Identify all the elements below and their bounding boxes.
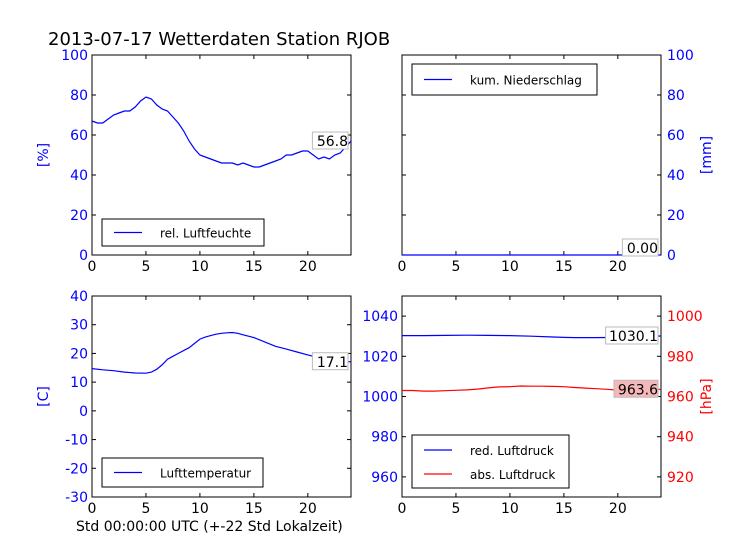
y-tick-label: 10 [70,375,88,391]
legend-box [411,434,570,489]
y-tick-label-right: 980 [667,349,694,365]
value-annotation: 1030.1 [609,329,658,345]
value-annotation-box [311,352,349,371]
y-tick-label: 20 [70,208,88,224]
value-annotation: 56.8 [317,134,348,150]
y-tick-label: 1000 [362,390,398,406]
x-tick-label: 0 [88,501,97,517]
y-tick-label: 100 [61,48,88,64]
x-tick-label: 5 [141,501,150,517]
legend-label: red. Luftdruck [470,444,554,458]
y-tick-label: 40 [667,168,685,184]
value-annotation: 0.00 [627,241,658,257]
y-tick-label: -10 [65,433,88,449]
x-tick-label: 5 [451,501,460,517]
legend-label: rel. Luftfeuchte [160,227,251,241]
legend-label: kum. Niederschlag [470,74,582,88]
y-tick-label-right: 1000 [667,309,703,325]
x-tick-label: 10 [191,259,209,275]
x-tick-label: 15 [245,259,263,275]
value-annotation-box [605,326,659,345]
y-axis-label: [hPa] [699,378,715,414]
y-tick-label: 20 [70,346,88,362]
y-tick-label-right: 940 [667,430,694,446]
x-tick-label: 5 [141,259,150,275]
x-tick-label: 0 [88,259,97,275]
x-tick-label: 20 [609,501,627,517]
x-tick-label: 5 [451,259,460,275]
y-tick-label: 100 [667,48,694,64]
y-tick-label: -20 [65,461,88,477]
value-annotation: 17.1 [317,355,348,371]
legend-label: Lufttemperatur [160,467,251,481]
y-tick-label: 40 [70,289,88,305]
x-tick-label: 20 [609,259,627,275]
panel-precipitation: 0 5 10 15 20 0 20 40 60 80 100 [mm] 0.00 kum. Nieders… [398,48,715,275]
y-tick-label: 40 [70,168,88,184]
x-tick-label: 10 [191,501,209,517]
series-line [91,96,352,168]
y-axis-label: [C] [36,386,52,407]
value-annotation-box [621,238,659,257]
panel-pressure: 0 5 10 15 20 960 980 1000 1020 1040 920 940 960 980 10… [362,295,715,517]
y-tick-label: -30 [65,490,88,506]
value-annotation-box [613,379,659,398]
x-tick-label: 15 [555,259,573,275]
value-annotation-box [311,131,349,150]
y-tick-label: 0 [79,404,88,420]
y-axis-label: [mm] [699,136,715,174]
legend-label: abs. Luftdruck [470,468,555,482]
y-tick-label: 960 [371,470,398,486]
x-tick-label: 15 [555,501,573,517]
figure-title: 2013-07-17 Wetterdaten Station RJOB [48,29,390,50]
y-tick-label: 60 [70,128,88,144]
panel-humidity: 0 5 10 15 20 0 20 40 60 80 100 [%] 56.8 rel. Luftfeuc… [36,48,352,275]
x-tick-label: 10 [501,501,519,517]
value-annotation: 963.6 [618,382,658,398]
y-tick-label-right: 960 [667,390,694,406]
y-tick-label: 20 [667,208,685,224]
panel-temperature: 0 5 10 15 20 -30 -20 -10 0 10 20 30 40 [C] 17.1 Lufttem… [36,289,352,517]
x-tick-label: 10 [501,259,519,275]
x-tick-label: 20 [299,501,317,517]
x-tick-label: 15 [245,501,263,517]
y-tick-label: 60 [667,128,685,144]
y-tick-label: 1040 [362,309,398,325]
y-tick-label: 980 [371,430,398,446]
y-tick-label-right: 920 [667,470,694,486]
y-tick-label: 0 [667,248,676,264]
x-tick-label: 0 [398,259,407,275]
series-line [91,331,352,374]
x-tick-label: 0 [398,501,407,517]
y-tick-label: 30 [70,318,88,334]
x-tick-label: 20 [299,259,317,275]
y-tick-label: 80 [70,88,88,104]
y-tick-label: 1020 [362,349,398,365]
y-axis-label: [%] [36,143,52,167]
x-axis-label: Std 00:00:00 UTC (+-22 Std Lokalzeit) [76,519,343,535]
y-tick-label: 80 [667,88,685,104]
y-tick-label: 0 [79,248,88,264]
